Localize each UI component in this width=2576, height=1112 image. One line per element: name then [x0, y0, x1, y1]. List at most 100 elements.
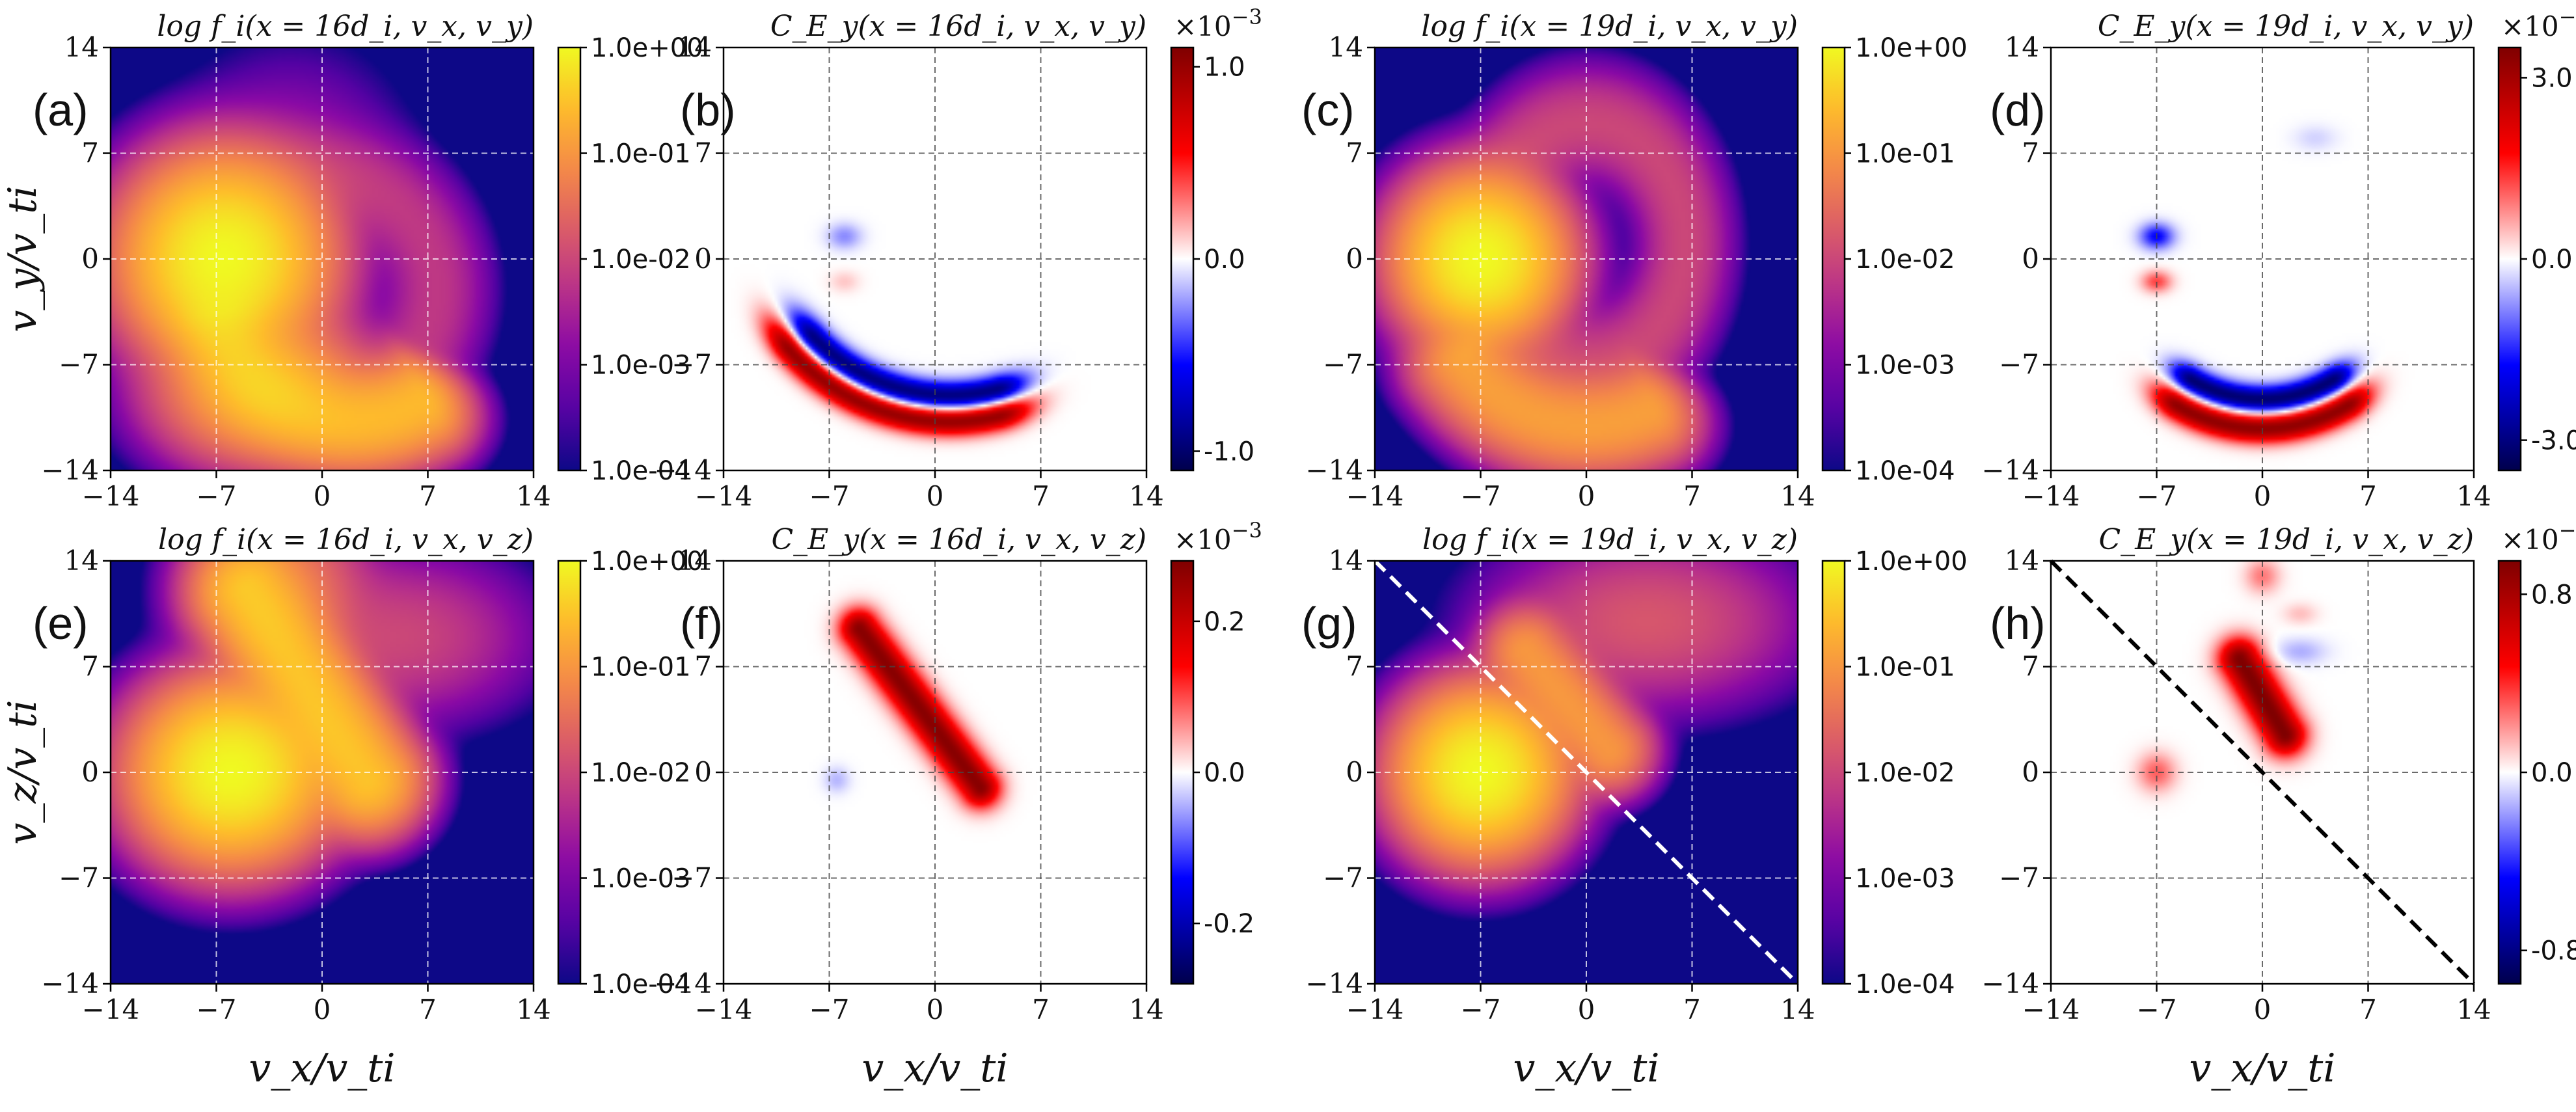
x-axis-label: v_x/v_ti — [861, 1046, 1008, 1091]
panel-label: (a) — [33, 85, 88, 135]
panel-g: −14−14 −7 −7 0 0 7 7 14 14 log f_i(x = 19d_i, v_x… — [1301, 523, 1968, 1091]
x-tick-label: 7 — [2359, 994, 2377, 1025]
x-tick-label: −14 — [1346, 994, 1404, 1025]
x-tick-label: 0 — [927, 994, 944, 1025]
y-tick-label: 7 — [1346, 651, 1363, 683]
colorbar-multiplier: ×10−3 — [1174, 518, 1262, 556]
y-tick-label: 14 — [2005, 31, 2039, 63]
x-tick-label: 14 — [2456, 480, 2491, 512]
panel-e: −14−14 −7 −7 0 0 7 7 14 14 log f_i(x = 16d_i, v_x… — [0, 523, 703, 1091]
y-tick-label: −14 — [654, 968, 712, 999]
x-tick-label: −14 — [2022, 480, 2080, 512]
x-tick-label: −7 — [197, 480, 237, 512]
x-tick-label: −14 — [82, 994, 140, 1025]
x-tick-label: −7 — [1461, 994, 1501, 1025]
colorbar-tick-label: 1.0e-01 — [1855, 139, 1955, 169]
colorbar-tick-label: -0.8 — [2531, 936, 2576, 966]
x-tick-label: 0 — [314, 994, 331, 1025]
panel-title: log f_i(x = 19d_i, v_x, v_z) — [1422, 523, 1798, 556]
panel-title: log f_i(x = 19d_i, v_x, v_y) — [1421, 10, 1798, 43]
panel-title: log f_i(x = 16d_i, v_x, v_z) — [158, 523, 534, 556]
x-tick-label: −14 — [1346, 480, 1404, 512]
x-tick-label: −7 — [2137, 480, 2177, 512]
x-tick-label: 14 — [1129, 994, 1163, 1025]
y-tick-label: −14 — [1305, 968, 1363, 999]
x-tick-label: 7 — [1683, 994, 1701, 1025]
colorbar-multiplier: ×10−3 — [1174, 5, 1262, 42]
x-tick-label: 7 — [1683, 480, 1701, 512]
y-tick-label: −14 — [1305, 454, 1363, 486]
y-tick-label: 7 — [2022, 651, 2039, 683]
colorbar-tick-label: 1.0e+00 — [1855, 547, 1968, 576]
colorbar-tick-label: -0.2 — [1204, 909, 1254, 939]
y-tick-label: 14 — [64, 31, 99, 63]
y-tick-label: 7 — [81, 137, 99, 169]
diagonal-dashed-line — [2049, 559, 2476, 986]
x-tick-label: −7 — [1461, 480, 1501, 512]
panel-title: C_E_y(x = 19d_i, v_x, v_y) — [2098, 10, 2474, 43]
x-tick-label: 14 — [1129, 480, 1163, 512]
x-tick-label: 7 — [2359, 480, 2377, 512]
colorbar-tick-label: 0.0 — [2531, 245, 2573, 275]
colorbar-tick-label: 1.0e+00 — [1855, 33, 1968, 63]
colorbar-tick-label: 1.0e+00 — [591, 33, 703, 63]
x-tick-label: −7 — [197, 994, 237, 1025]
colorbar-tick-label: 1.0e-03 — [591, 864, 691, 894]
x-tick-label: 0 — [314, 480, 331, 512]
panel-f: −14−14 −7 −7 0 0 7 7 14 14 C_E_y(x = 16d_i, v_x, … — [654, 518, 1262, 1091]
colorbar — [1821, 46, 1846, 472]
colorbar-tick-label: 1.0e-01 — [591, 139, 691, 169]
colorbar-tick-label: 1.0e-02 — [591, 758, 691, 788]
colorbar-tick-label: 1.0e+00 — [591, 547, 703, 576]
y-tick-label: 14 — [677, 31, 712, 63]
x-tick-label: 14 — [2456, 994, 2491, 1025]
panel-d: −14−14 −7 −7 0 0 7 7 14 14 C_E_y(x = 19d_i, v_x, … — [1981, 5, 2576, 512]
y-tick-label: −14 — [654, 454, 712, 486]
x-tick-label: 0 — [927, 480, 944, 512]
y-tick-label: −7 — [1999, 349, 2039, 381]
y-tick-label: 0 — [81, 243, 99, 275]
y-tick-label: 14 — [2005, 545, 2039, 576]
y-tick-label: 0 — [81, 756, 99, 788]
x-axis-label: v_x/v_ti — [2189, 1046, 2335, 1091]
y-tick-label: −7 — [59, 349, 99, 381]
y-tick-label: 0 — [694, 756, 712, 788]
y-tick-label: 7 — [694, 651, 712, 683]
y-tick-label: −7 — [1323, 862, 1363, 894]
colorbar-tick-label: 0.2 — [1204, 607, 1245, 637]
colorbar-tick-label: 1.0e-01 — [1855, 653, 1955, 683]
colorbar-tick-label: 1.0e-04 — [591, 456, 691, 486]
x-tick-label: 0 — [2254, 994, 2271, 1025]
y-tick-label: 7 — [81, 651, 99, 683]
x-tick-label: 14 — [1780, 994, 1815, 1025]
x-tick-label: 7 — [1032, 480, 1050, 512]
panel-c: −14−14 −7 −7 0 0 7 7 14 14 log f_i(x = 19d_i, v_x… — [1301, 10, 1968, 512]
y-tick-label: 7 — [694, 137, 712, 169]
colorbar — [2497, 560, 2522, 985]
panel-title: C_E_y(x = 16d_i, v_x, v_z) — [771, 523, 1146, 556]
x-axis-label: v_x/v_ti — [1513, 1046, 1659, 1091]
y-tick-label: −7 — [59, 862, 99, 894]
y-tick-label: −7 — [1999, 862, 2039, 894]
y-tick-label: −14 — [1981, 968, 2039, 999]
x-tick-label: −7 — [809, 480, 850, 512]
colorbar-tick-label: -3.0 — [2531, 426, 2576, 456]
panel-a: −14−14 −7 −7 0 0 7 7 14 14 log f_i(x = 16d_i, v_x… — [0, 10, 703, 512]
y-tick-label: 14 — [1329, 545, 1363, 576]
colorbar-tick-label: 1.0e-04 — [1855, 456, 1955, 486]
colorbar — [1821, 560, 1846, 985]
diagonal-dashed-line — [1373, 559, 1800, 986]
colorbar — [2497, 46, 2522, 472]
panel-b: −14−14 −7 −7 0 0 7 7 14 14 C_E_y(x = 16d_i, v_x, … — [654, 5, 1262, 512]
colorbar-tick-label: 0.0 — [1204, 758, 1245, 788]
colorbar — [1170, 46, 1195, 472]
colorbar-tick-label: 1.0e-04 — [1855, 970, 1955, 999]
x-axis-label: v_x/v_ti — [249, 1046, 395, 1091]
panel-title: log f_i(x = 16d_i, v_x, v_y) — [157, 10, 534, 43]
colorbar-tick-label: 1.0e-01 — [591, 653, 691, 683]
colorbar-tick-label: 1.0 — [1204, 53, 1245, 83]
y-tick-label: 14 — [677, 545, 712, 576]
panel-label: (g) — [1301, 598, 1357, 649]
colorbar-tick-label: 3.0 — [2531, 63, 2573, 93]
x-tick-label: −7 — [809, 994, 850, 1025]
